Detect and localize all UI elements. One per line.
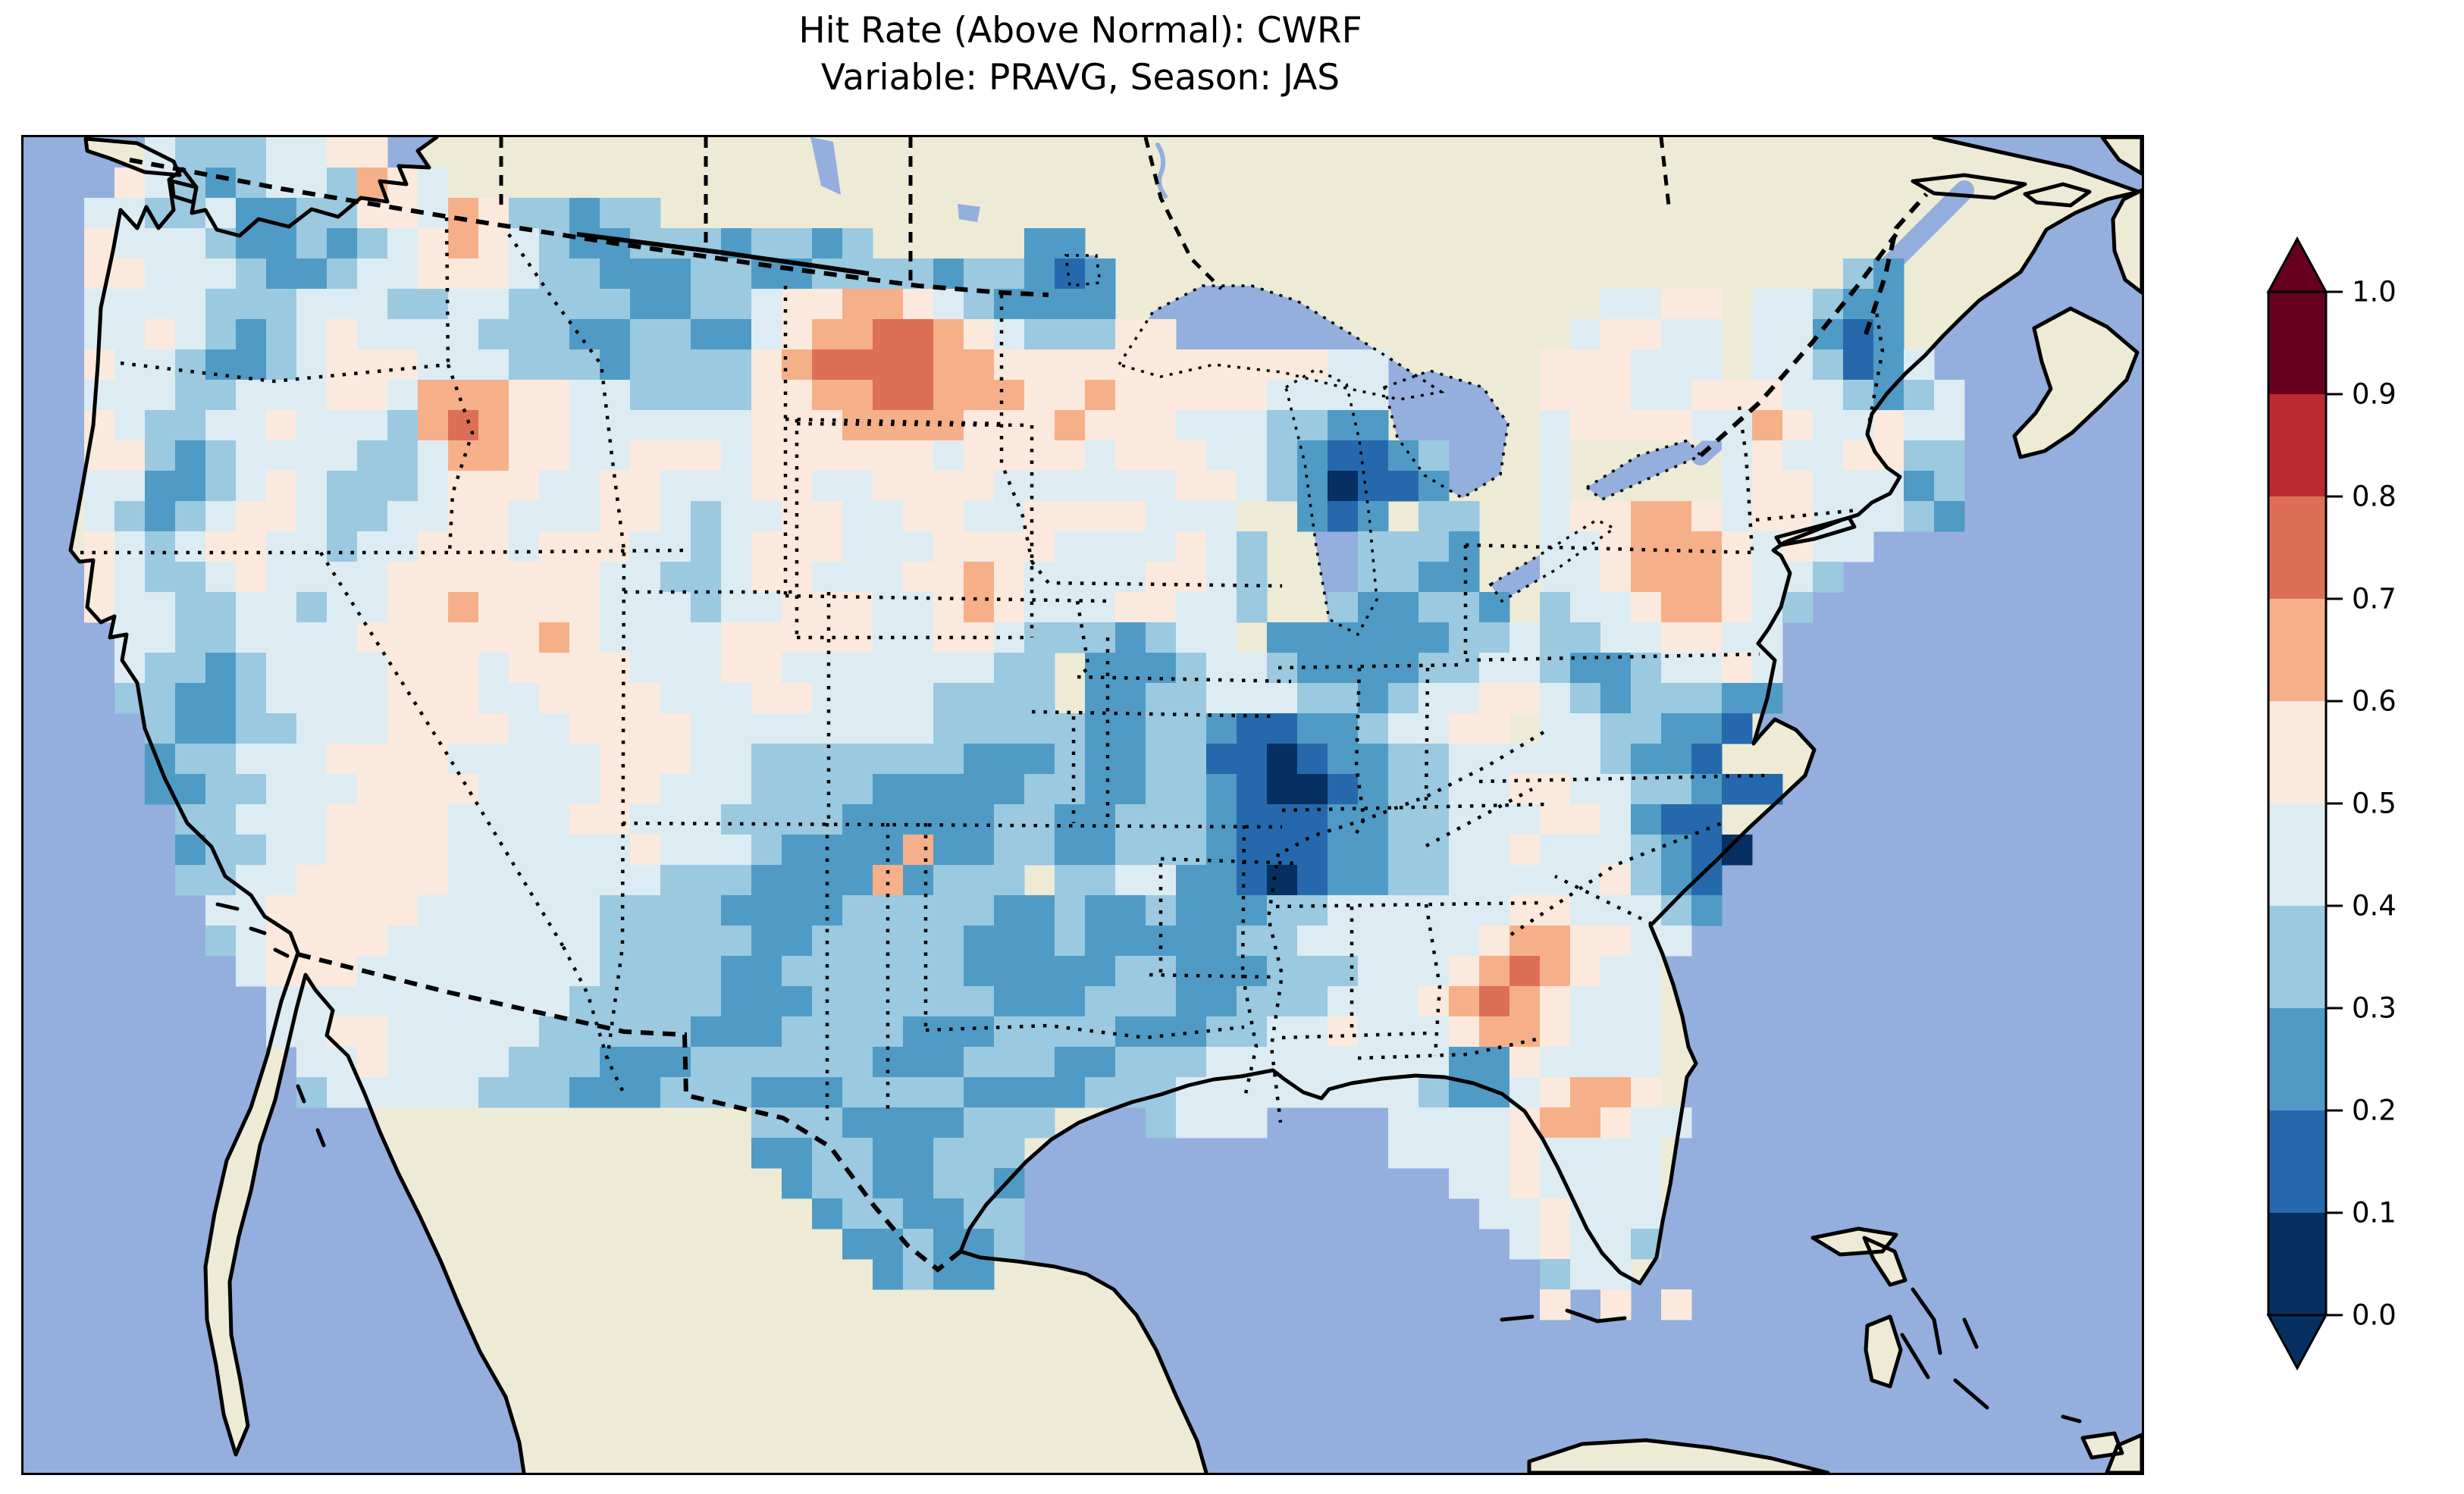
colorbar-tick-label: 0.8	[2352, 480, 2397, 513]
heatmap-layer	[84, 137, 1965, 1320]
colorbar-tick-label: 0.2	[2352, 1094, 2397, 1127]
colorbar-tick-label: 0.7	[2352, 582, 2397, 615]
plot-title-line1: Hit Rate (Above Normal): CWRF	[798, 10, 1362, 52]
colorbar-tick-label: 0.9	[2352, 377, 2397, 411]
colorbar-under-arrow	[2266, 1314, 2328, 1371]
international-border-layer	[129, 137, 1929, 1273]
colorbar-over-arrow	[2266, 236, 2328, 293]
plot-title-line2: Variable: PRAVG, Season: JAS	[820, 57, 1340, 99]
colorbar-segments	[2268, 292, 2326, 1316]
colorbar-ticks	[2326, 290, 2343, 1317]
colorbar-tick-label: 0.4	[2352, 889, 2397, 922]
colorbar: 1.0 0.9 0.8 0.7 0.6 0.5 0.4 0.3 0.2 0.1 0.0	[2237, 135, 2464, 1494]
state-border-layer	[80, 217, 1885, 1124]
lake-outline-layer	[1064, 254, 1703, 637]
plot-title: Hit Rate (Above Normal): CWRF Variable: …	[21, 8, 2140, 102]
map-canvas	[21, 135, 2144, 1475]
colorbar-tick-label: 0.3	[2352, 991, 2397, 1025]
colorbar-tick-label: 0.1	[2352, 1196, 2397, 1229]
colorbar-tick-label: 0.6	[2352, 684, 2397, 718]
colorbar-tick-label: 0.0	[2352, 1298, 2397, 1332]
border-solid-layer	[576, 232, 870, 276]
colorbar-tick-label: 0.5	[2352, 787, 2397, 820]
coastline-layer	[68, 137, 2142, 1473]
colorbar-tick-label: 1.0	[2352, 275, 2397, 309]
